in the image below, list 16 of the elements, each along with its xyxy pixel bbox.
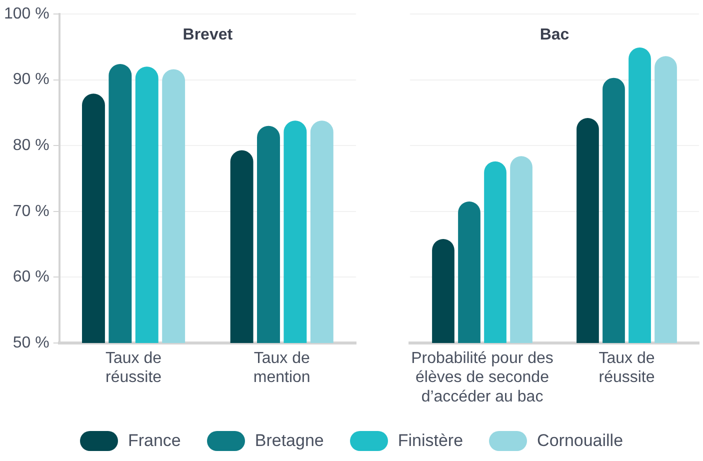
x-tick-label: Taux de réussite: [598, 350, 655, 386]
legend-label: Cornouaille: [537, 431, 624, 451]
y-tick-label: 50 %: [12, 334, 50, 352]
legend-label: Finistère: [398, 431, 464, 451]
y-tick-label: 100 %: [4, 5, 50, 22]
legend-label: Bretagne: [254, 431, 324, 451]
x-tick-label: Probabilité pour des élèves de seconde d’accéder au bac: [411, 350, 554, 406]
y-tick-label: 80 %: [12, 137, 50, 154]
y-tick-label: 90 %: [12, 71, 50, 88]
x-tick-label: Taux de réussite: [106, 350, 162, 386]
text: Bac: [540, 26, 570, 44]
legend-label: France: [128, 431, 181, 451]
x-tick-label: Taux de mention: [253, 350, 310, 386]
y-tick-label: 60 %: [12, 268, 50, 286]
y-tick-label: 70 %: [12, 202, 50, 220]
text: Brevet: [182, 26, 234, 44]
